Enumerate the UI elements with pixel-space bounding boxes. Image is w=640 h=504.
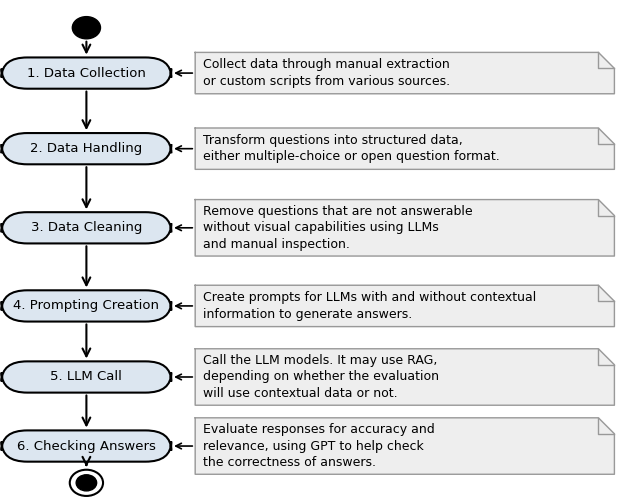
Text: 1. Data Collection: 1. Data Collection [27,67,146,80]
Polygon shape [195,200,614,256]
Text: 3. Data Cleaning: 3. Data Cleaning [31,221,142,234]
Text: Collect data through manual extraction
or custom scripts from various sources.: Collect data through manual extraction o… [203,58,450,88]
Text: Transform questions into structured data,
either multiple-choice or open questio: Transform questions into structured data… [203,134,500,163]
Text: Evaluate responses for accuracy and
relevance, using GPT to help check
the corre: Evaluate responses for accuracy and rele… [203,423,435,469]
Text: 5. LLM Call: 5. LLM Call [51,370,122,384]
Text: 6. Checking Answers: 6. Checking Answers [17,439,156,453]
Polygon shape [195,418,614,474]
Polygon shape [195,285,614,327]
Text: Call the LLM models. It may use RAG,
depending on whether the evaluation
will us: Call the LLM models. It may use RAG, dep… [203,354,439,400]
FancyBboxPatch shape [2,133,172,164]
FancyBboxPatch shape [2,57,172,89]
FancyBboxPatch shape [2,212,172,243]
Text: Remove questions that are not answerable
without visual capabilities using LLMs
: Remove questions that are not answerable… [203,205,472,251]
Text: 4. Prompting Creation: 4. Prompting Creation [13,299,159,312]
Polygon shape [195,52,614,94]
Circle shape [76,475,97,491]
Circle shape [72,17,100,39]
Text: 2. Data Handling: 2. Data Handling [30,142,143,155]
FancyBboxPatch shape [2,430,172,462]
FancyBboxPatch shape [2,361,172,393]
Text: Create prompts for LLMs with and without contextual
information to generate answ: Create prompts for LLMs with and without… [203,291,536,321]
Circle shape [70,470,103,496]
Polygon shape [195,349,614,405]
FancyBboxPatch shape [2,290,172,322]
Polygon shape [195,128,614,169]
